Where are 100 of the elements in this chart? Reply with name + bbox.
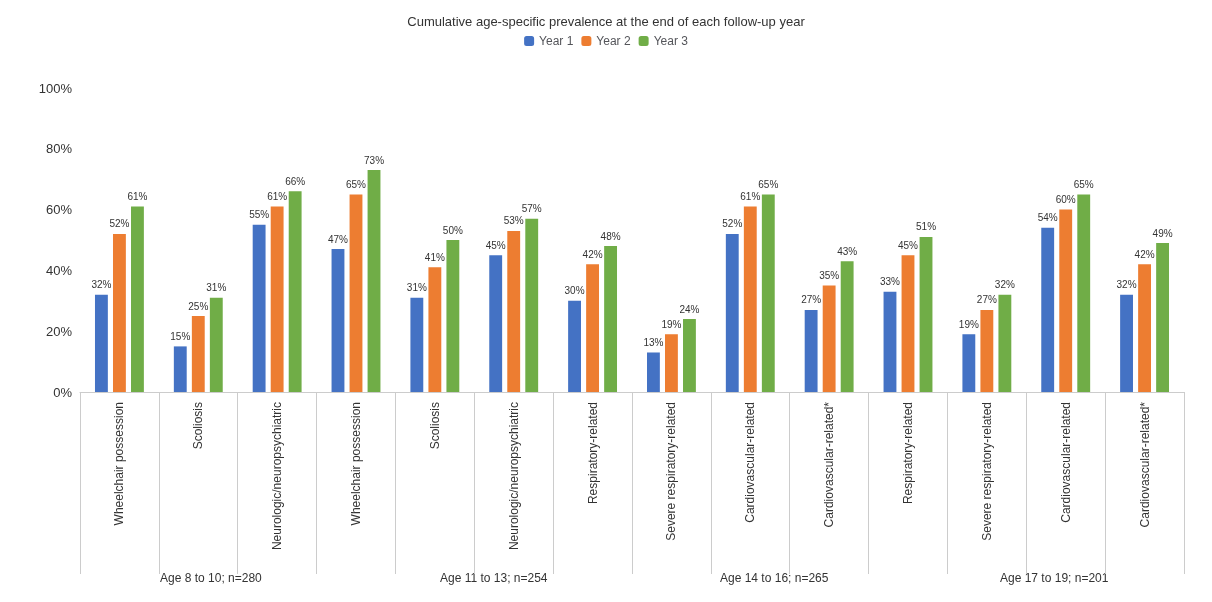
bar bbox=[998, 294, 1012, 392]
data-label: 61% bbox=[740, 191, 761, 203]
bar bbox=[761, 194, 775, 392]
bar bbox=[725, 233, 739, 392]
bar bbox=[428, 267, 442, 392]
data-label: 30% bbox=[564, 285, 585, 297]
data-label: 32% bbox=[91, 279, 112, 291]
legend-label: Year 3 bbox=[653, 34, 689, 48]
bar bbox=[1138, 264, 1151, 392]
text: Age 8 to 10; n=280 bbox=[160, 571, 263, 585]
data-label: 32% bbox=[994, 279, 1015, 291]
bar bbox=[646, 352, 660, 392]
x-tick-label: Cardiovascular-related bbox=[1058, 402, 1073, 523]
x-tick-label: Neurologic/neuropsychiatric bbox=[270, 402, 285, 551]
bar bbox=[1059, 209, 1073, 392]
bar bbox=[883, 291, 897, 392]
text: Age 17 to 19; n=201 bbox=[1000, 571, 1109, 585]
bar bbox=[901, 255, 915, 392]
data-label: 43% bbox=[837, 245, 858, 257]
x-tick-label: Respiratory-related bbox=[585, 402, 600, 505]
data-label: 61% bbox=[267, 191, 288, 203]
data-label: 27% bbox=[801, 294, 822, 306]
x-tick-label: Respiratory-related bbox=[901, 402, 915, 505]
data-label: 48% bbox=[600, 230, 621, 242]
bar bbox=[349, 194, 363, 392]
bar bbox=[270, 206, 284, 392]
y-tick-label: 40% bbox=[45, 262, 73, 278]
bar bbox=[568, 300, 581, 392]
bar bbox=[980, 309, 994, 392]
x-tick-label: Cardiovascular-related* bbox=[1137, 401, 1152, 528]
bar bbox=[1156, 243, 1170, 392]
legend-label: Year 1 bbox=[539, 34, 574, 48]
bar bbox=[489, 255, 503, 392]
data-label: 42% bbox=[582, 248, 603, 260]
bar bbox=[604, 246, 618, 392]
bar bbox=[822, 285, 836, 392]
data-label: 33% bbox=[879, 276, 901, 288]
bar bbox=[209, 297, 223, 392]
bar bbox=[1120, 294, 1133, 392]
y-tick-label: 60% bbox=[45, 202, 73, 218]
x-tick-label: Severe respiratory-related bbox=[664, 402, 679, 541]
bar bbox=[367, 170, 381, 392]
bar bbox=[191, 316, 205, 392]
data-label: 65% bbox=[345, 178, 367, 190]
data-label: 47% bbox=[327, 233, 349, 245]
x-tick-label: Scoliosis bbox=[191, 402, 206, 450]
data-label: 45% bbox=[897, 239, 919, 251]
data-label: 55% bbox=[249, 209, 270, 221]
bar bbox=[446, 240, 460, 392]
x-tick-label: Neurologic/neuropsychiatric bbox=[506, 402, 521, 551]
bar bbox=[1041, 227, 1055, 392]
data-label: 52% bbox=[722, 218, 743, 230]
data-label: 41% bbox=[424, 251, 445, 263]
y-tick-label: 0% bbox=[53, 384, 73, 400]
bar bbox=[1077, 194, 1091, 392]
bar bbox=[586, 264, 599, 392]
data-label: 35% bbox=[819, 270, 840, 282]
bar bbox=[665, 334, 678, 392]
chart-title: Cumulative age-specific prevalence at the end of each follow-up year bbox=[407, 14, 806, 29]
y-tick-label: 20% bbox=[45, 323, 73, 339]
bar bbox=[173, 346, 187, 392]
data-label: 51% bbox=[916, 221, 937, 233]
data-label: 73% bbox=[364, 154, 385, 166]
bar bbox=[919, 236, 933, 392]
bar bbox=[113, 233, 126, 392]
x-tick-label: Cardiovascular-related* bbox=[822, 401, 837, 528]
x-tick-label: Cardiovascular-related bbox=[743, 402, 758, 523]
bar bbox=[94, 294, 108, 392]
data-label: 42% bbox=[1134, 248, 1155, 260]
bar bbox=[131, 206, 144, 392]
data-label: 60% bbox=[1055, 194, 1076, 206]
x-tick-label: Wheelchair possession bbox=[349, 402, 363, 526]
data-label: 24% bbox=[679, 303, 700, 315]
data-label: 31% bbox=[406, 282, 427, 294]
data-label: 15% bbox=[170, 330, 191, 342]
data-label: 65% bbox=[1073, 178, 1094, 190]
data-label: 66% bbox=[285, 175, 306, 187]
data-label: 49% bbox=[1152, 227, 1173, 239]
x-tick-label: Severe respiratory-related bbox=[979, 402, 994, 541]
x-tick-label: Wheelchair possession bbox=[112, 402, 127, 526]
data-label: 25% bbox=[188, 300, 209, 312]
bar bbox=[525, 218, 539, 392]
bar bbox=[288, 191, 302, 392]
data-label: 32% bbox=[1116, 279, 1137, 291]
bar bbox=[962, 334, 976, 392]
data-label: 31% bbox=[206, 282, 227, 294]
data-label: 52% bbox=[109, 218, 130, 230]
data-label: 13% bbox=[643, 336, 664, 348]
bar bbox=[683, 319, 696, 392]
bar bbox=[252, 224, 266, 392]
bar bbox=[507, 230, 521, 392]
bar bbox=[331, 249, 345, 392]
data-label: 65% bbox=[758, 178, 779, 190]
text: Age 11 to 13; n=254 bbox=[440, 571, 548, 585]
bar bbox=[840, 261, 854, 392]
data-label: 61% bbox=[127, 191, 148, 203]
data-label: 19% bbox=[661, 318, 682, 330]
data-label: 57% bbox=[521, 203, 542, 215]
data-label: 19% bbox=[958, 318, 979, 330]
data-label: 50% bbox=[442, 224, 463, 236]
